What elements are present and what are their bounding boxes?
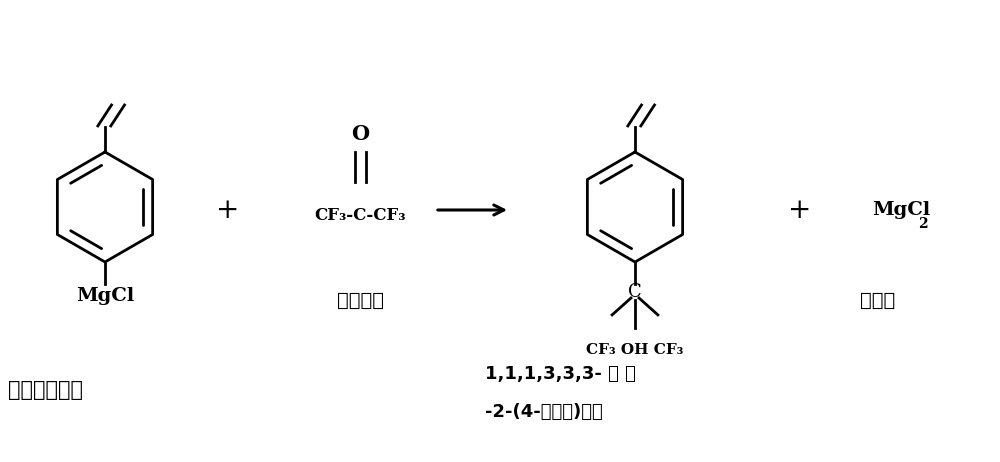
Text: +: + bbox=[216, 196, 240, 224]
Text: 苯乙烯氯化镁: 苯乙烯氯化镁 bbox=[8, 380, 83, 400]
Text: 氯化镁: 氯化镁 bbox=[860, 291, 896, 310]
Text: C: C bbox=[628, 283, 642, 301]
Text: CF₃-C-CF₃: CF₃-C-CF₃ bbox=[314, 207, 406, 225]
Text: 2: 2 bbox=[918, 217, 928, 231]
Text: 1,1,1,3,3,3- 六 氟: 1,1,1,3,3,3- 六 氟 bbox=[485, 365, 636, 383]
Text: CF₃ OH CF₃: CF₃ OH CF₃ bbox=[586, 343, 684, 357]
Text: +: + bbox=[788, 196, 812, 224]
Text: O: O bbox=[351, 124, 369, 144]
Text: -2-(4-苯乙烯)丙醇: -2-(4-苯乙烯)丙醇 bbox=[485, 403, 603, 421]
Text: 六氟丙锐: 六氟丙锐 bbox=[336, 291, 384, 310]
Text: MgCl: MgCl bbox=[872, 201, 930, 219]
Text: MgCl: MgCl bbox=[76, 287, 134, 305]
